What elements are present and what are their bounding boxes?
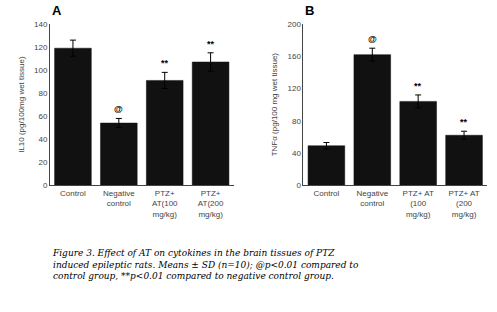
- svg-text:120: 120: [34, 43, 48, 52]
- svg-text:IL10 (pg/100mg wet tissue): IL10 (pg/100mg wet tissue): [17, 56, 26, 153]
- svg-text:60: 60: [38, 112, 47, 121]
- svg-text:**: **: [414, 81, 422, 91]
- svg-text:140: 140: [34, 20, 48, 29]
- svg-text:0: 0: [43, 181, 48, 190]
- svg-text:Negativecontrol: Negativecontrol: [103, 189, 135, 208]
- svg-text:**: **: [460, 117, 468, 127]
- svg-text:40: 40: [38, 135, 47, 144]
- svg-text:Negativecontrol: Negativecontrol: [357, 189, 389, 208]
- svg-text:Figure 3. Effect of AT on cyto: Figure 3. Effect of AT on cytokines in t…: [52, 248, 359, 281]
- svg-text:160: 160: [288, 52, 302, 61]
- svg-text:20: 20: [38, 158, 47, 167]
- svg-text:PTZ+ AT(100mg/kg): PTZ+ AT(100mg/kg): [403, 189, 434, 219]
- svg-text:B: B: [305, 3, 314, 18]
- svg-text:200: 200: [288, 20, 302, 29]
- svg-text:TNFα (pg/100 mg wet tissue): TNFα (pg/100 mg wet tissue): [270, 53, 279, 157]
- svg-text:PTZ+ AT(200mg/kg): PTZ+ AT(200mg/kg): [448, 189, 479, 219]
- svg-text:PTZ+AT(200mg/kg): PTZ+AT(200mg/kg): [198, 189, 224, 219]
- svg-text:PTZ+AT(100mg/kg): PTZ+AT(100mg/kg): [152, 189, 178, 219]
- svg-text:80: 80: [292, 117, 301, 126]
- svg-text:**: **: [207, 39, 215, 49]
- svg-text:@: @: [114, 104, 123, 114]
- svg-text:@: @: [368, 34, 377, 44]
- svg-text:Control: Control: [60, 189, 86, 198]
- svg-text:120: 120: [288, 84, 302, 93]
- svg-text:80: 80: [38, 89, 47, 98]
- svg-text:40: 40: [292, 149, 301, 158]
- svg-text:0: 0: [296, 181, 301, 190]
- svg-text:Control: Control: [314, 189, 340, 198]
- svg-text:100: 100: [34, 66, 48, 75]
- svg-text:A: A: [52, 3, 62, 18]
- svg-text:**: **: [161, 58, 169, 68]
